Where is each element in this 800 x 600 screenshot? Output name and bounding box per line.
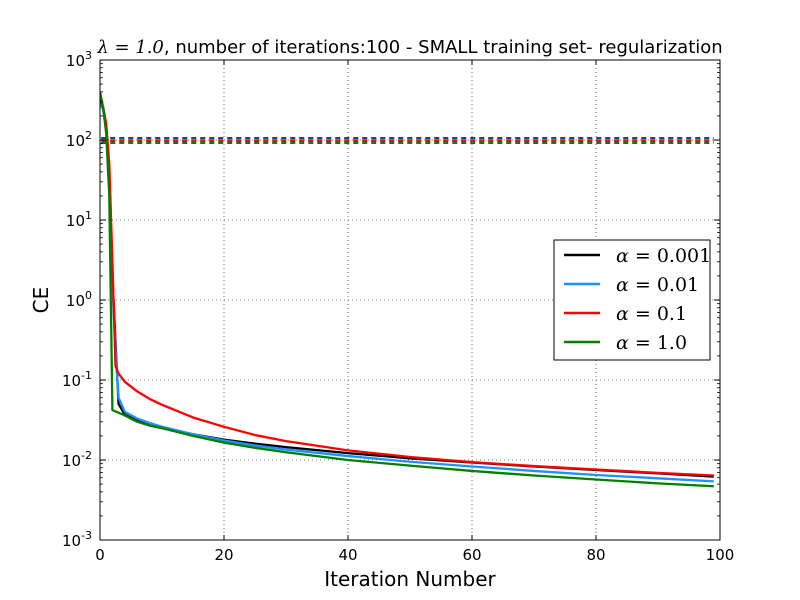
y-tick-base: 10 bbox=[66, 292, 85, 310]
y-tick-base: 10 bbox=[66, 132, 85, 150]
legend-label-symbol: α bbox=[616, 303, 629, 325]
y-tick-exponent: -1 bbox=[81, 369, 92, 382]
y-tick-base: 10 bbox=[66, 52, 85, 70]
chart-title-text: , number of iterations:100 - SMALL train… bbox=[164, 37, 723, 58]
plot-data bbox=[100, 91, 714, 488]
legend-label-value: = 0.01 bbox=[629, 274, 699, 296]
legend-label-2: α = 0.1 bbox=[616, 303, 687, 325]
y-tick-exponent: -2 bbox=[81, 449, 92, 462]
chart-title: λ = 1.0, number of iterations:100 - SMAL… bbox=[96, 37, 722, 58]
y-tick-label: 100 bbox=[66, 289, 92, 310]
x-tick-label: 0 bbox=[95, 546, 105, 564]
y-tick-label: 102 bbox=[66, 129, 92, 150]
x-tick-label: 40 bbox=[338, 546, 357, 564]
legend-label-symbol: α bbox=[616, 332, 629, 354]
y-tick-label: 103 bbox=[66, 49, 92, 70]
legend-label-symbol: α bbox=[616, 245, 629, 267]
y-tick-exponent: 2 bbox=[85, 129, 92, 142]
legend-label-3: α = 1.0 bbox=[616, 332, 687, 354]
y-tick-label: 10-1 bbox=[62, 369, 92, 390]
x-axis-label: Iteration Number bbox=[324, 567, 496, 591]
y-tick-base: 10 bbox=[66, 212, 85, 230]
y-tick-exponent: 3 bbox=[85, 49, 92, 62]
y-tick-exponent: -3 bbox=[81, 529, 92, 542]
legend-label-value: = 0.001 bbox=[629, 245, 711, 267]
legend-label-0: α = 0.001 bbox=[616, 245, 711, 267]
chart-title-math: λ = 1.0 bbox=[96, 37, 164, 58]
y-tick-exponent: 1 bbox=[85, 209, 92, 222]
y-tick-label: 10-3 bbox=[62, 529, 92, 550]
y-axis-label: CE bbox=[29, 287, 53, 314]
x-tick-label: 80 bbox=[586, 546, 605, 564]
x-tick-label: 60 bbox=[462, 546, 481, 564]
series-2-line bbox=[100, 99, 714, 477]
y-tick-label: 101 bbox=[66, 209, 92, 230]
legend-box bbox=[553, 239, 711, 361]
series-3-line bbox=[100, 91, 714, 488]
y-tick-exponent: 0 bbox=[85, 289, 92, 302]
y-tick-base: 10 bbox=[62, 452, 81, 470]
x-tick-label: 20 bbox=[214, 546, 233, 564]
y-tick-base: 10 bbox=[62, 532, 81, 550]
x-tick-label: 100 bbox=[706, 546, 735, 564]
legend-label-symbol: α bbox=[616, 274, 629, 296]
legend-label-value: = 1.0 bbox=[629, 332, 687, 354]
legend-label-1: α = 0.01 bbox=[616, 274, 699, 296]
y-tick-label: 10-2 bbox=[62, 449, 92, 470]
y-tick-base: 10 bbox=[62, 372, 81, 390]
legend-label-value: = 0.1 bbox=[629, 303, 687, 325]
